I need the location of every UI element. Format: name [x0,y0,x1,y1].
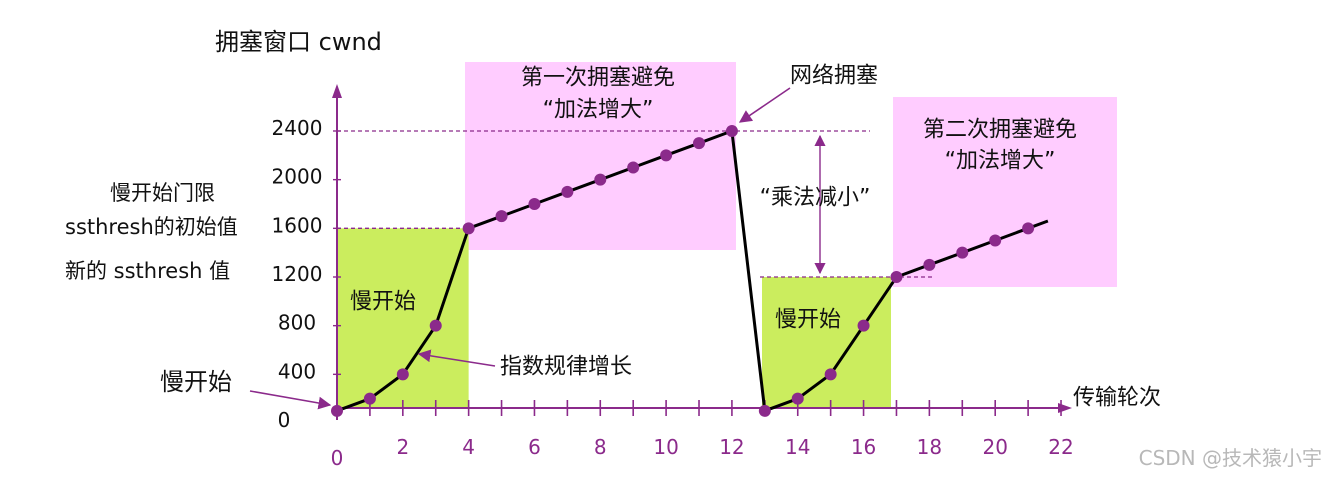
avoidance1-subtitle: “加法增大” [543,98,654,123]
data-point [660,149,673,162]
avoidance1-title: 第一次拥塞避免 [521,66,675,91]
x-tick-label: 20 [982,435,1007,459]
exponential-growth-arrow [417,349,496,367]
data-point [725,124,738,137]
ssthresh-initial-label-1: 慢开始门限 [110,181,215,205]
data-point [857,319,870,332]
data-point [528,197,541,210]
reference-lines [337,130,935,278]
ssthresh-initial-label-2: ssthresh的初始值 [65,215,238,239]
data-point [331,404,343,417]
slow-start-left-label: 慢开始 [160,368,232,396]
x-tick-label: 6 [528,435,541,459]
exponential-growth-label: 指数规律增长 [500,355,632,380]
data-point [956,246,969,259]
data-point [824,368,837,381]
x-tick-label: 4 [462,435,475,459]
congestion-avoidance-region-2 [893,97,1117,287]
y-tick-label: 800 [278,311,316,335]
y-axis-title: 拥塞窗口 cwnd [215,28,382,56]
data-point [890,270,903,283]
y-tick-label: 2400 [272,116,323,140]
congestion-avoidance-region-1 [465,62,736,250]
phase-regions [337,62,1117,408]
data-point [791,392,804,405]
data-point [627,161,640,174]
y-tick-label: 1200 [272,262,323,286]
x-tick-label: 16 [851,435,876,459]
data-point [594,173,607,186]
watermark: CSDN @技术猿小宇 [1139,446,1322,470]
x-tick-label: 12 [719,435,744,459]
y-tick-label: 400 [278,359,316,383]
x-tick-label: 14 [785,435,810,459]
x-tick-label: 0 [331,446,344,470]
data-point [396,368,409,381]
slow-start-phase2-label: 慢开始 [775,308,841,333]
slow-start-region-2 [762,276,891,408]
data-point [495,210,508,223]
data-point [758,404,771,417]
y-axis-arrow [332,84,342,98]
cwnd-series [331,124,1049,417]
avoidance2-title: 第二次拥塞避免 [923,118,1077,143]
x-tick-label: 10 [653,435,678,459]
slow-start-left-arrow [249,390,332,410]
ticks: 0 2 4 6 8 10 12 14 16 18 20 22 0 400 800 1200 1600 2000 24… [272,116,1074,470]
data-point [561,185,574,198]
chart-labels: 拥塞窗口 cwnd 传输轮次 第一次拥塞避免 “加法增大” 网络拥塞 第二次拥塞… [65,28,1322,470]
data-point [693,137,706,150]
x-tick-label: 8 [594,435,607,459]
data-point [363,392,376,405]
congestion-arrow [738,87,791,123]
y-tick-label: 2000 [272,165,323,189]
slow-start-phase1-label: 慢开始 [350,290,416,315]
slow-start-region-1 [337,228,469,408]
data-point [989,234,1002,247]
x-axis-title: 传输轮次 [1073,386,1161,411]
data-point [923,258,936,271]
avoidance2-subtitle: “加法增大” [945,149,1056,174]
data-point [1022,222,1035,235]
y-tick-label: 1600 [272,213,323,237]
data-point [429,319,442,332]
network-congestion-label: 网络拥塞 [790,64,878,89]
annotation-arrows [249,87,791,410]
y-tick-label: 0 [278,408,291,432]
x-tick-label: 2 [396,435,409,459]
x-axis-arrow [1058,403,1072,413]
x-tick-label: 22 [1048,435,1073,459]
multiplicative-decrease-label: “乘法减小” [760,186,871,211]
x-tick-label: 18 [917,435,942,459]
data-point [462,222,475,235]
ssthresh-new-label: 新的 ssthresh 值 [65,259,230,283]
